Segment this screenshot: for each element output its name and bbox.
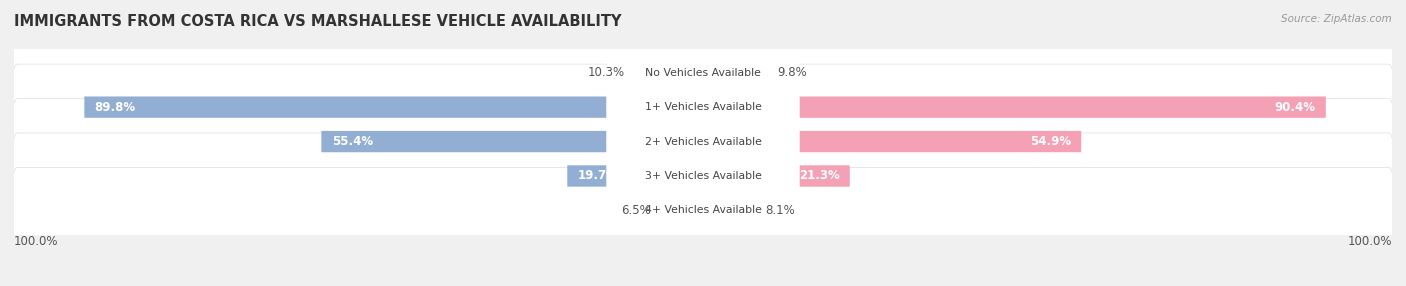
Text: 2+ Vehicles Available: 2+ Vehicles Available: [644, 137, 762, 146]
FancyBboxPatch shape: [606, 11, 800, 134]
FancyBboxPatch shape: [84, 96, 703, 118]
Text: 3+ Vehicles Available: 3+ Vehicles Available: [644, 171, 762, 181]
FancyBboxPatch shape: [606, 149, 800, 272]
FancyBboxPatch shape: [703, 131, 1081, 152]
FancyBboxPatch shape: [13, 30, 1393, 116]
FancyBboxPatch shape: [322, 131, 703, 152]
FancyBboxPatch shape: [13, 133, 1393, 219]
FancyBboxPatch shape: [703, 62, 770, 84]
Text: 8.1%: 8.1%: [766, 204, 796, 217]
FancyBboxPatch shape: [658, 200, 703, 221]
FancyBboxPatch shape: [13, 99, 1393, 184]
Text: 4+ Vehicles Available: 4+ Vehicles Available: [644, 205, 762, 215]
Text: 55.4%: 55.4%: [332, 135, 373, 148]
Text: 6.5%: 6.5%: [621, 204, 651, 217]
Text: Source: ZipAtlas.com: Source: ZipAtlas.com: [1281, 14, 1392, 24]
FancyBboxPatch shape: [606, 46, 800, 168]
FancyBboxPatch shape: [703, 96, 1326, 118]
FancyBboxPatch shape: [606, 115, 800, 237]
Text: 54.9%: 54.9%: [1029, 135, 1071, 148]
FancyBboxPatch shape: [703, 200, 759, 221]
Text: 10.3%: 10.3%: [588, 66, 626, 79]
Text: 89.8%: 89.8%: [94, 101, 136, 114]
Text: 21.3%: 21.3%: [799, 170, 839, 182]
FancyBboxPatch shape: [13, 64, 1393, 150]
Text: 19.7%: 19.7%: [578, 170, 619, 182]
Text: IMMIGRANTS FROM COSTA RICA VS MARSHALLESE VEHICLE AVAILABILITY: IMMIGRANTS FROM COSTA RICA VS MARSHALLES…: [14, 14, 621, 29]
Text: 1+ Vehicles Available: 1+ Vehicles Available: [644, 102, 762, 112]
FancyBboxPatch shape: [703, 165, 849, 187]
Text: 100.0%: 100.0%: [1347, 235, 1392, 247]
Text: 100.0%: 100.0%: [14, 235, 59, 247]
Text: No Vehicles Available: No Vehicles Available: [645, 68, 761, 78]
FancyBboxPatch shape: [633, 62, 703, 84]
FancyBboxPatch shape: [13, 167, 1393, 253]
FancyBboxPatch shape: [567, 165, 703, 187]
Text: 9.8%: 9.8%: [778, 66, 807, 79]
FancyBboxPatch shape: [606, 80, 800, 203]
Text: 90.4%: 90.4%: [1274, 101, 1316, 114]
